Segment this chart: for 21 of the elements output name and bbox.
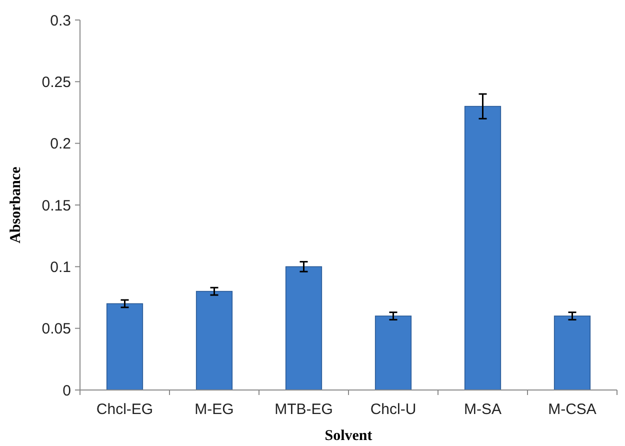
y-tick-label: 0.3: [50, 12, 71, 30]
y-tick-label: 0.2: [50, 136, 71, 153]
x-tick-label: M-CSA: [548, 401, 596, 418]
bar: [554, 316, 591, 390]
x-tick-label: Chcl-U: [370, 401, 416, 418]
bar: [196, 290, 233, 390]
y-tick-label: 0.15: [42, 197, 71, 214]
y-tick-label: 0.05: [42, 320, 71, 338]
bar: [374, 316, 412, 390]
y-tick-label: 0.25: [42, 74, 71, 91]
y-axis-title: Absorbance: [8, 166, 24, 244]
y-tick-label: 0.1: [50, 258, 71, 276]
bar: [285, 266, 322, 390]
x-tick-label: M-EG: [194, 401, 234, 418]
x-tick-label: MTB-EG: [274, 401, 333, 418]
x-tick-label: Chcl-EG: [96, 401, 154, 418]
y-tick-label: 0: [62, 382, 71, 400]
bar: [106, 303, 144, 390]
x-axis-title: Solvent: [324, 428, 372, 444]
x-tick-label: M-SA: [464, 401, 502, 418]
bar: [464, 106, 502, 390]
